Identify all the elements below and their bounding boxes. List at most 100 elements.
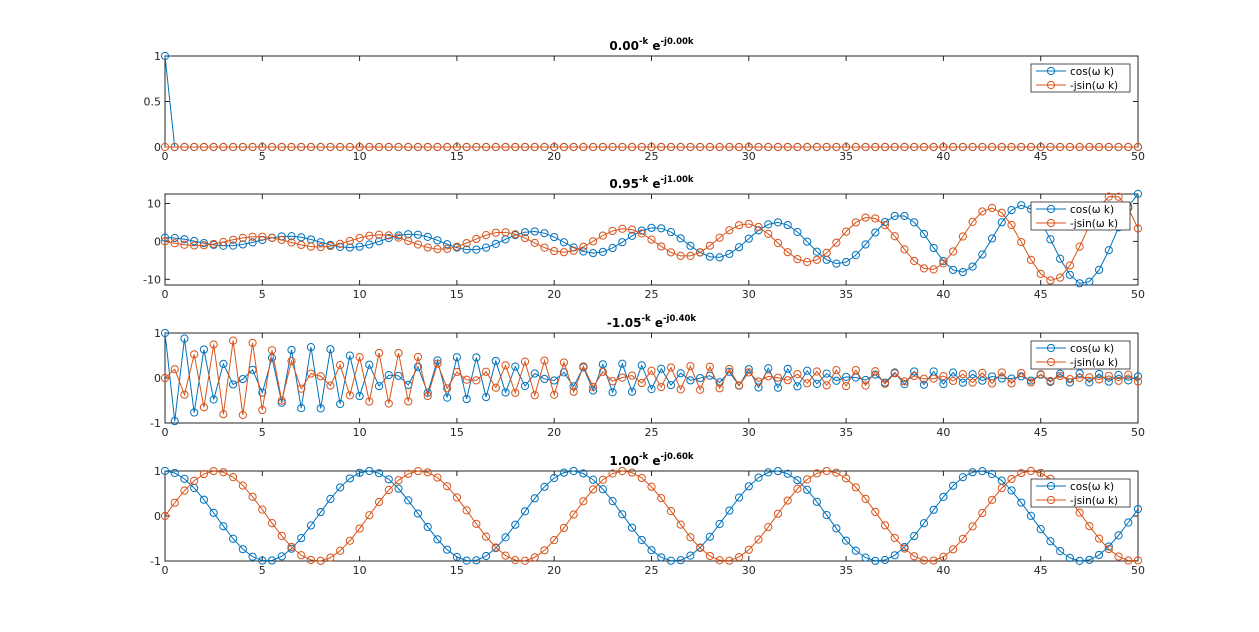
data-point xyxy=(997,374,1006,383)
data-point xyxy=(297,551,306,560)
data-point xyxy=(627,225,637,234)
data-point xyxy=(666,363,676,372)
data-point xyxy=(949,247,958,256)
data-point xyxy=(472,519,481,528)
data-point xyxy=(822,369,831,378)
data-point xyxy=(1133,372,1143,381)
legend-box xyxy=(1030,340,1131,370)
data-point xyxy=(598,231,607,240)
data-point xyxy=(219,522,228,531)
data-point xyxy=(384,142,393,152)
data-point xyxy=(627,142,637,152)
data-point xyxy=(199,345,209,354)
data-point xyxy=(345,391,354,400)
data-point xyxy=(608,469,617,478)
legend: cos(ω k) -jsin(ω k) xyxy=(1030,63,1131,93)
data-point xyxy=(647,223,656,232)
data-point xyxy=(968,262,977,271)
data-point xyxy=(180,474,189,483)
data-point xyxy=(443,240,452,249)
x-tick-label: 45 xyxy=(1034,288,1048,301)
data-point xyxy=(511,142,520,152)
data-point xyxy=(754,473,763,482)
data-point xyxy=(637,535,646,545)
data-point xyxy=(238,240,247,249)
data-point xyxy=(297,142,306,152)
data-point xyxy=(345,236,354,246)
data-point xyxy=(968,217,977,226)
data-point xyxy=(326,381,335,390)
data-point xyxy=(910,367,919,376)
data-point xyxy=(170,142,179,152)
data-point xyxy=(910,531,919,541)
data-point xyxy=(1007,474,1016,484)
data-point xyxy=(219,237,228,247)
data-point xyxy=(501,388,510,397)
data-point xyxy=(433,473,442,482)
data-point xyxy=(199,239,209,248)
data-point xyxy=(919,380,929,389)
data-point xyxy=(1085,378,1094,387)
data-point xyxy=(793,227,802,237)
data-point xyxy=(297,384,306,393)
data-point xyxy=(803,142,812,152)
data-point xyxy=(1036,370,1045,379)
legend-swatch-marker xyxy=(1046,66,1056,76)
data-point xyxy=(209,395,218,404)
data-point xyxy=(949,142,958,152)
data-point xyxy=(1133,224,1143,233)
data-point xyxy=(209,508,218,517)
data-point xyxy=(209,467,218,476)
x-tick-label: 50 xyxy=(1131,564,1145,577)
data-point xyxy=(511,230,520,239)
title-base: -1.05 xyxy=(607,316,642,330)
data-point xyxy=(880,555,890,565)
data-point xyxy=(851,483,860,492)
data-point xyxy=(462,506,471,515)
data-point xyxy=(744,219,753,229)
data-point xyxy=(355,524,364,533)
data-point xyxy=(267,346,277,355)
data-point xyxy=(277,396,286,405)
data-point xyxy=(219,359,228,369)
data-point xyxy=(199,403,209,412)
data-point xyxy=(355,142,364,152)
data-point xyxy=(929,505,938,514)
data-point xyxy=(345,536,354,545)
data-point xyxy=(919,142,929,152)
data-point xyxy=(190,350,199,359)
data-point xyxy=(1085,142,1094,152)
data-point xyxy=(793,255,802,264)
data-point xyxy=(238,233,247,242)
data-point xyxy=(1075,369,1084,378)
data-point xyxy=(559,248,569,257)
data-point xyxy=(229,473,238,482)
series-line-jsin xyxy=(164,340,1139,416)
data-point xyxy=(345,142,354,152)
data-point xyxy=(978,142,987,152)
data-point xyxy=(404,469,413,478)
data-point xyxy=(1065,261,1074,270)
data-point xyxy=(229,142,238,152)
data-point xyxy=(589,237,598,246)
data-point xyxy=(520,507,530,516)
data-point xyxy=(880,379,890,388)
data-point xyxy=(170,365,179,374)
data-point xyxy=(316,404,325,413)
data-point xyxy=(696,385,705,394)
data-point xyxy=(812,255,822,264)
data-point xyxy=(443,393,452,402)
legend-label: cos(ω k) xyxy=(1070,204,1114,216)
data-point xyxy=(598,367,607,376)
x-tick-label: 50 xyxy=(1131,426,1145,439)
data-point xyxy=(374,230,384,239)
data-point xyxy=(160,511,170,521)
data-point xyxy=(443,244,452,253)
legend-swatch-marker xyxy=(1046,204,1056,214)
data-point xyxy=(676,251,685,260)
data-point xyxy=(997,218,1006,227)
data-point xyxy=(413,230,423,239)
data-point xyxy=(1026,511,1036,520)
data-point xyxy=(686,533,695,542)
data-point xyxy=(316,238,325,247)
